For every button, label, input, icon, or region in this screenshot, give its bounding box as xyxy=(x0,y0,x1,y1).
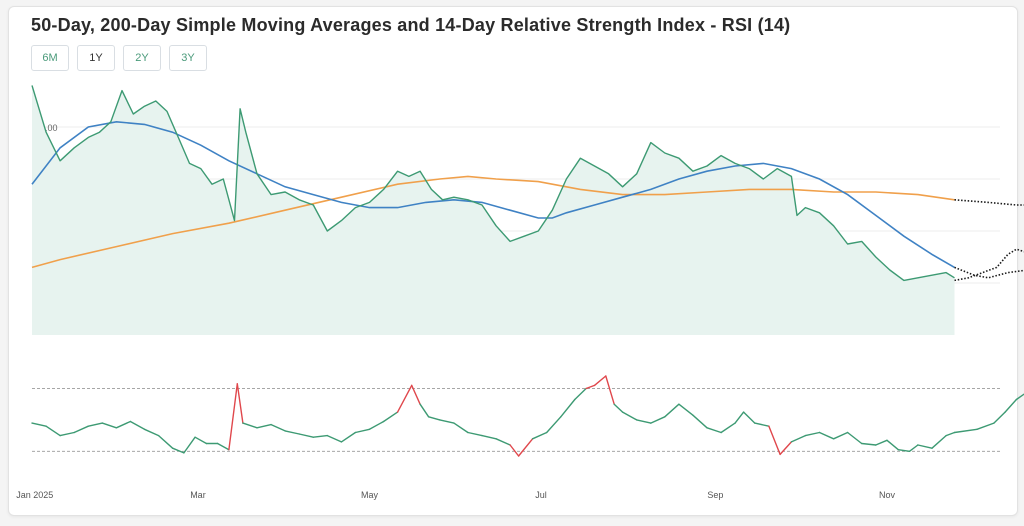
rsi-segment xyxy=(73,425,90,434)
rsi-segment xyxy=(31,422,47,427)
rsi-segment xyxy=(439,419,455,424)
rsi-segment xyxy=(613,403,624,413)
x-tick-label: Jul xyxy=(535,490,547,500)
rsi-segment xyxy=(427,416,441,421)
x-tick-label: May xyxy=(361,490,379,500)
rsi-segment xyxy=(818,431,835,440)
rsi-segment xyxy=(706,427,722,434)
rsi-segment xyxy=(861,442,877,446)
rsi-segment xyxy=(382,411,399,423)
rsi-segment xyxy=(354,428,371,434)
sma200-line xyxy=(31,175,955,269)
rsi-segment xyxy=(560,398,576,418)
rsi-segment xyxy=(886,439,899,451)
rsi-segment xyxy=(129,420,146,430)
rsi-segment xyxy=(509,444,520,457)
range-button-2y[interactable]: 2Y xyxy=(123,45,161,71)
sma200-projection-line xyxy=(954,199,1024,206)
rsi-segment xyxy=(931,434,947,449)
rsi-segment xyxy=(171,447,185,454)
rsi-segment xyxy=(115,420,132,429)
rsi-segment xyxy=(270,423,286,432)
rsi-segment xyxy=(790,434,807,443)
rsi-segment xyxy=(897,449,911,452)
rsi-segment xyxy=(45,425,61,437)
rsi-projection-segment xyxy=(976,422,995,430)
rsi-segment xyxy=(396,384,413,413)
rsi-segment xyxy=(228,383,239,451)
rsi-segment xyxy=(804,431,821,437)
rsi-segment xyxy=(326,434,343,443)
rsi-segment xyxy=(194,436,208,445)
rsi-segment xyxy=(467,431,483,437)
rsi-segment xyxy=(157,434,174,449)
rsi-projection-segment xyxy=(1015,393,1024,401)
y-tick-label: $1.00 xyxy=(35,123,58,133)
rsi-segment xyxy=(585,384,596,390)
rsi-segment xyxy=(256,423,272,429)
chart-title: 50-Day, 200-Day Simple Moving Averages a… xyxy=(31,15,791,35)
rsi-segment xyxy=(832,431,849,440)
x-tick-label: Jan 2025 xyxy=(16,490,53,500)
rsi-segment xyxy=(284,430,300,435)
rsi-segment xyxy=(517,438,534,457)
range-button-3y[interactable]: 3Y xyxy=(169,45,207,71)
rsi-segment xyxy=(216,442,230,451)
rsi-segment xyxy=(917,444,933,449)
rsi-segment xyxy=(692,414,708,429)
rsi-segment xyxy=(101,422,118,429)
sma50-line xyxy=(31,120,955,269)
rsi-segment xyxy=(945,431,956,437)
rsi-segment xyxy=(754,422,770,427)
x-tick-label: Sep xyxy=(707,490,723,500)
rsi-segment xyxy=(650,416,666,424)
rsi-projection-segment xyxy=(993,411,1006,424)
rsi-segment xyxy=(340,431,357,443)
rsi-segment xyxy=(59,431,75,437)
rsi-projection-segment xyxy=(953,428,978,434)
rsi-segment xyxy=(236,383,244,424)
range-button-1y[interactable]: 1Y xyxy=(77,45,115,71)
rsi-segment xyxy=(87,422,104,427)
rsi-segment xyxy=(368,420,385,430)
rsi-segment xyxy=(742,411,756,424)
rsi-segment xyxy=(678,403,694,416)
rsi-segment xyxy=(593,375,607,387)
price-line xyxy=(31,85,955,282)
rsi-segment xyxy=(481,434,497,440)
rsi-segment xyxy=(411,384,421,405)
rsi-segment xyxy=(779,441,793,456)
rsi-segment xyxy=(495,438,511,446)
rsi-segment xyxy=(419,403,430,418)
rsi-segment xyxy=(312,434,328,438)
rsi-segment xyxy=(546,416,562,434)
price-projection-line xyxy=(954,248,1024,282)
rsi-segment xyxy=(298,433,314,438)
x-tick-label: Nov xyxy=(879,490,896,500)
rsi-projection-segment xyxy=(1004,398,1018,413)
rsi-segment xyxy=(143,428,160,437)
rsi-segment xyxy=(453,422,469,434)
price-area xyxy=(32,85,955,336)
rsi-segment xyxy=(908,444,919,452)
rsi-segment xyxy=(605,375,615,405)
rsi-segment xyxy=(574,387,587,401)
rsi-segment xyxy=(875,439,888,446)
rsi-segment xyxy=(846,431,863,445)
rsi-segment xyxy=(734,411,745,424)
range-button-6m[interactable]: 6M xyxy=(31,45,69,71)
rsi-segment xyxy=(768,425,781,456)
x-tick-label: Mar xyxy=(190,490,206,500)
rsi-segment xyxy=(621,411,638,421)
sma50-projection-line xyxy=(954,266,1024,279)
rsi-segment xyxy=(531,431,548,440)
rsi-segment xyxy=(664,403,680,418)
rsi-segment xyxy=(636,419,652,424)
rsi-segment xyxy=(183,436,196,454)
rsi-segment xyxy=(720,422,736,434)
rsi-segment xyxy=(242,422,258,429)
range-selector: 6M 1Y 2Y 3Y xyxy=(31,45,207,71)
